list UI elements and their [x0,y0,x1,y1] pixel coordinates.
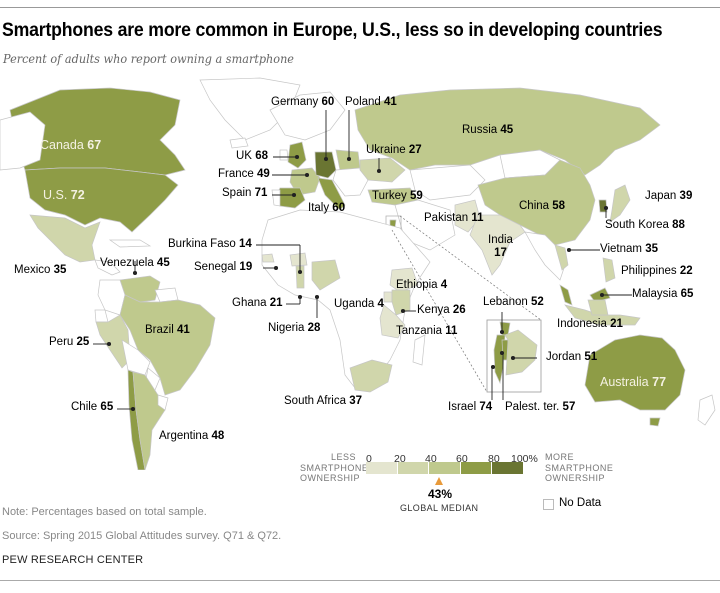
label-pakistan: Pakistan 11 [424,212,484,224]
south-africa-shape [349,359,393,393]
bottom-rule [0,580,720,581]
vietnam-shape [554,244,569,271]
label-indonesia: Indonesia 21 [557,318,623,330]
label-india: India 17 [488,234,513,259]
label-nigeria: Nigeria 28 [268,322,321,334]
label-russia: Russia 45 [462,124,514,136]
burkina-faso-shape [289,252,308,267]
label-ukraine: Ukraine 27 [366,144,422,156]
legend-more-label: MORE SMARTPHONE OWNERSHIP [545,452,614,483]
us-shape [24,167,179,233]
ukraine-shape [359,157,406,183]
footnote: Note: Percentages based on total sample. [2,506,207,518]
malaysia-shape [559,284,573,306]
label-lebanon: Lebanon 52 [483,296,544,308]
label-italy: Italy 60 [308,202,346,214]
tanzania-shape [379,304,406,339]
top-rule [0,7,720,8]
median-marker-icon [435,477,443,485]
legend-tick-0: 0 [366,453,372,465]
label-burkina-faso: Burkina Faso 14 [168,238,252,250]
germany-shape [314,151,337,179]
label-jordan: Jordan 51 [546,351,598,363]
label-poland: Poland 41 [345,96,397,108]
legend-bin-0-20 [366,462,398,474]
label-vietnam: Vietnam 35 [600,243,658,255]
legend-bin-20-40 [397,462,430,474]
label-south-korea: South Korea 88 [605,219,685,231]
senegal-shape [261,253,275,263]
label-kenya: Kenya 26 [417,304,466,316]
chart-title: Smartphones are more common in Europe, U… [2,20,663,41]
label-ghana: Ghana 21 [232,297,283,309]
label-argentina: Argentina 48 [159,430,225,442]
legend-color-bar [366,462,523,474]
label-senegal: Senegal 19 [194,261,253,273]
label-japan: Japan 39 [645,190,693,202]
label-australia: Australia 77 [600,375,667,389]
legend-bin-80-100 [492,462,523,474]
legend-bin-60-80 [460,462,493,474]
label-ethiopia: Ethiopia 4 [396,279,448,291]
label-uk: UK 68 [236,150,268,162]
world-map [0,77,716,470]
japan-shape [609,184,631,223]
label-palest: Palest. ter. 57 [505,401,576,413]
no-data-swatch [543,499,554,510]
label-germany: Germany 60 [271,96,335,108]
brazil-shape [119,294,216,396]
label-south-africa: South Africa 37 [284,395,363,407]
nigeria-shape [311,259,341,291]
label-us: U.S. 72 [43,188,85,202]
legend-tick-60: 60 [456,453,468,465]
greenland-shape [199,77,301,141]
uganda-shape [383,291,393,303]
argentina-shape [132,371,166,470]
legend-tick-40: 40 [425,453,437,465]
label-peru: Peru 25 [49,336,90,348]
chart-subtitle: Percent of adults who report owning a sm… [3,51,294,66]
label-brazil: Brazil 41 [145,324,190,336]
label-israel: Israel 74 [448,401,493,413]
russia-shape [354,87,661,176]
legend-tick-20: 20 [394,453,406,465]
label-china: China 58 [519,200,566,212]
legend-bin-40-60 [429,462,461,474]
label-turkey: Turkey 59 [372,190,423,202]
median-label: GLOBAL MEDIAN [400,503,479,513]
india-shape [469,214,526,276]
label-mexico: Mexico 35 [14,264,67,276]
label-venezuela: Venezuela 45 [100,257,170,269]
italy-shape [317,177,346,211]
label-spain: Spain 71 [222,187,268,199]
no-data-label: No Data [559,497,602,509]
australia-shape [584,334,686,411]
label-canada: Canada 67 [40,138,102,152]
label-uganda: Uganda 4 [334,298,384,310]
label-tanzania: Tanzania 11 [396,325,458,337]
ghana-shape [295,265,305,289]
median-value: 43% [428,487,453,501]
label-chile: Chile 65 [71,401,114,413]
philippines-shape [602,257,616,283]
jordan-shape [504,329,538,376]
label-malaysia: Malaysia 65 [632,288,694,300]
org-name: PEW RESEARCH CENTER [2,554,144,566]
label-philippines: Philippines 22 [621,265,693,277]
legend-less-label: LESS SMARTPHONE OWNERSHIP [300,452,369,483]
legend-tick-80: 80 [488,453,500,465]
ethiopia-shape [389,267,419,293]
label-france: France 49 [218,168,270,180]
source-note: Source: Spring 2015 Global Attitudes sur… [2,530,282,542]
